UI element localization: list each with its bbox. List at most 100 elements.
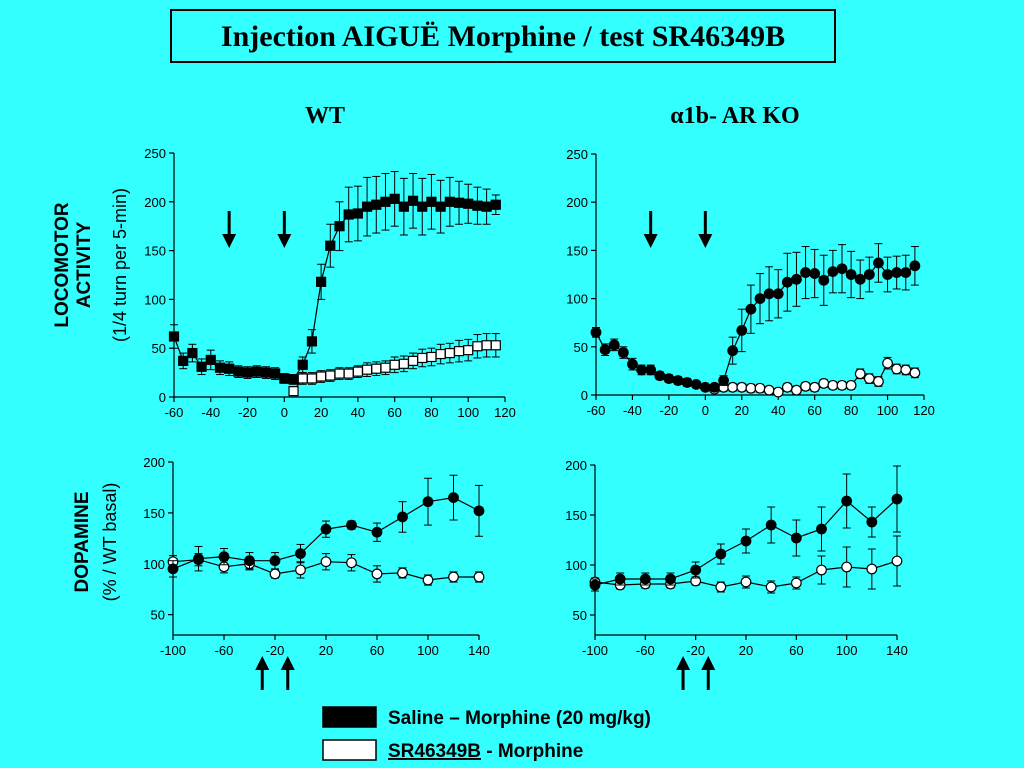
data-point	[473, 571, 485, 583]
data-point	[781, 381, 793, 393]
data-point	[295, 548, 306, 559]
dopa-label-line2: (% / WT basal)	[100, 483, 120, 602]
injection-arrow-head	[698, 234, 713, 248]
data-point	[334, 221, 345, 232]
y-tick-label: 0	[581, 388, 588, 403]
series-filled	[590, 243, 921, 393]
loco-label-line3: (1/4 turn per 5-min)	[110, 188, 130, 342]
slide-title: Injection AIGUË Morphine / test SR46349B	[221, 20, 785, 53]
data-point	[845, 379, 857, 391]
data-point	[417, 201, 428, 212]
legend-label-sr: SR46349B - Morphine	[388, 741, 583, 762]
x-tick-label: 80	[424, 405, 438, 420]
data-point	[417, 352, 428, 364]
data-point	[295, 564, 306, 576]
chart-dopamine-ko: -100 -60 -20 20 60 100 140 50 100 150 200	[565, 458, 908, 690]
data-point	[841, 561, 853, 573]
data-point	[371, 363, 382, 374]
injection-arrow-head	[255, 656, 270, 670]
data-point	[472, 200, 483, 211]
x-tick-label: -100	[582, 643, 608, 658]
x-tick-label: 100	[457, 405, 479, 420]
data-point	[193, 553, 204, 565]
legend-label-sr-rest: - Morphine	[481, 741, 583, 762]
data-point	[891, 555, 903, 567]
data-point	[343, 209, 354, 220]
data-point	[699, 381, 711, 393]
x-tick-label: 60	[387, 405, 401, 420]
data-point	[473, 505, 485, 517]
data-point	[361, 364, 373, 375]
data-point	[873, 376, 884, 387]
data-point	[617, 347, 629, 358]
data-point	[809, 381, 821, 393]
data-point	[690, 378, 702, 390]
legend-swatch-saline	[322, 706, 377, 728]
data-point	[260, 367, 272, 378]
x-tick-label: -20	[659, 403, 678, 418]
data-point	[745, 382, 757, 394]
data-point	[809, 268, 821, 279]
x-tick-label: 100	[877, 403, 899, 418]
x-tick-label: 80	[844, 403, 858, 418]
data-point	[727, 345, 739, 357]
x-tick-label: 0	[702, 403, 709, 418]
data-point	[325, 370, 336, 381]
data-point	[371, 568, 383, 580]
data-point	[426, 351, 437, 363]
data-point	[352, 208, 363, 219]
legend: Saline – Morphine (20 mg/kg) SR46349B - …	[322, 706, 651, 762]
panel-title-ko: α1b- AR KO	[670, 103, 799, 129]
x-tick-label: -40	[623, 403, 642, 418]
data-point	[371, 526, 383, 538]
injection-arrows	[222, 211, 292, 248]
data-point	[398, 358, 409, 369]
data-point	[663, 373, 675, 385]
y-tick-label: 150	[566, 243, 588, 258]
panel-title-wt: WT	[305, 103, 345, 129]
data-point	[836, 379, 848, 391]
x-tick-label: -60	[587, 403, 606, 418]
injection-arrow-head	[676, 656, 691, 670]
data-point	[909, 260, 921, 272]
x-tick-label: -60	[215, 643, 234, 658]
data-point	[453, 197, 465, 208]
x-tick-label: 120	[494, 405, 516, 420]
data-point	[435, 201, 446, 212]
legend-label-sr-drug: SR46349B	[388, 741, 481, 762]
data-point	[863, 269, 875, 280]
x-tick-label: 140	[886, 643, 908, 658]
data-point	[754, 293, 766, 305]
data-point	[380, 196, 391, 207]
data-point	[371, 199, 382, 210]
title-box	[170, 9, 836, 63]
data-point	[316, 371, 327, 382]
injection-arrow-head	[643, 234, 658, 248]
data-point	[900, 364, 912, 376]
data-point	[426, 196, 437, 207]
x-tick-label: 20	[314, 405, 328, 420]
data-point	[472, 341, 483, 352]
y-tick-label: 0	[159, 390, 166, 405]
y-tick-label: 50	[151, 608, 165, 623]
data-point	[297, 359, 308, 370]
data-point	[435, 348, 446, 360]
x-tick-label: 140	[468, 643, 490, 658]
data-point	[242, 367, 253, 378]
data-point	[736, 325, 748, 336]
data-point	[463, 345, 474, 356]
data-point	[325, 240, 336, 251]
y-tick-label: 250	[566, 147, 588, 162]
data-point	[816, 523, 827, 535]
legend-label-saline: Saline – Morphine (20 mg/kg)	[388, 708, 651, 729]
x-tick-label: -100	[160, 643, 186, 658]
data-point	[891, 267, 903, 278]
data-point	[448, 492, 459, 504]
x-tick-label: 120	[913, 403, 935, 418]
data-point	[389, 193, 400, 204]
data-point	[167, 563, 179, 575]
y-tick-label: 150	[144, 244, 166, 259]
data-point	[790, 577, 802, 589]
